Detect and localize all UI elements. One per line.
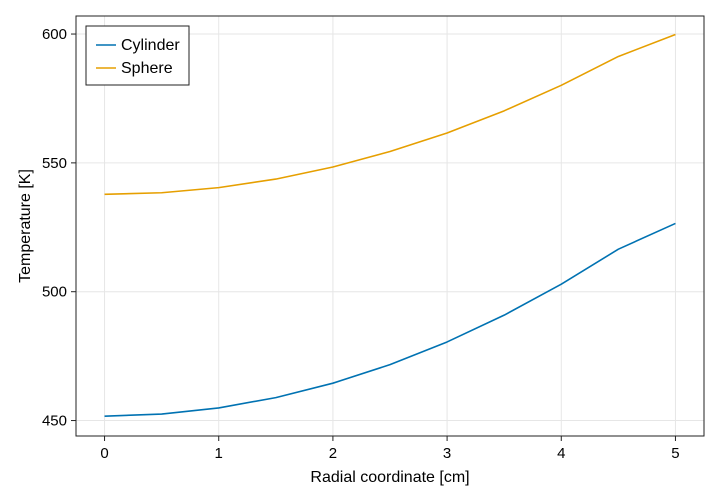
x-axis-label: Radial coordinate [cm] xyxy=(310,469,469,486)
legend-label-sphere: Sphere xyxy=(121,60,173,77)
x-tick-label: 5 xyxy=(671,445,679,462)
x-tick-label: 3 xyxy=(443,445,451,462)
series-line-cylinder xyxy=(104,222,676,417)
series-line-sphere xyxy=(104,33,676,196)
series-layer xyxy=(104,33,676,417)
y-tick-label: 450 xyxy=(42,413,67,430)
grid xyxy=(76,16,704,436)
ticks: 0 1 2 3 4 5 450 500 550 600 xyxy=(42,26,680,462)
x-tick-label: 2 xyxy=(329,445,337,462)
x-tick-label: 0 xyxy=(100,445,108,462)
y-tick-label: 600 xyxy=(42,26,67,43)
x-tick-label: 4 xyxy=(557,445,565,462)
legend: Cylinder Sphere xyxy=(85,25,190,86)
plot-frame xyxy=(75,15,705,437)
legend-label-cylinder: Cylinder xyxy=(121,37,180,54)
y-tick-label: 550 xyxy=(42,155,67,172)
y-tick-label: 500 xyxy=(42,284,67,301)
legend-box xyxy=(85,25,190,86)
y-axis-label: Temperature [K] xyxy=(17,169,34,283)
x-tick-label: 1 xyxy=(215,445,223,462)
